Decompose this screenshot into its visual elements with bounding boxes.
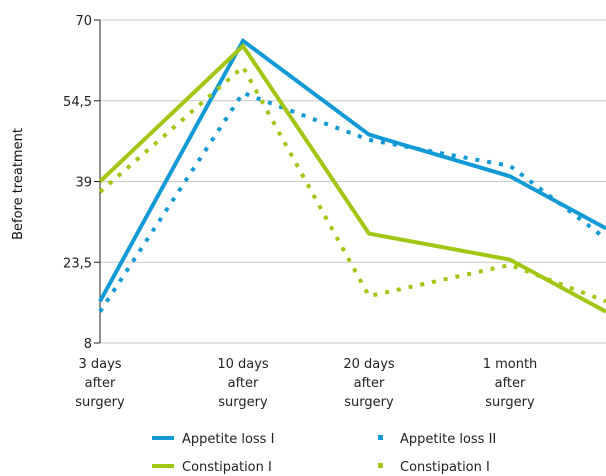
- legend-item: Constipation I: [152, 460, 272, 475]
- legend-label: Appetite loss II: [400, 432, 496, 447]
- x-tick-label: after: [495, 376, 526, 391]
- x-tick-label: surgery: [485, 395, 535, 410]
- x-axis: 3 days after surgery 10 days after surgery 20 …: [75, 357, 537, 410]
- x-tick-label: surgery: [218, 395, 268, 410]
- x-tick-label: 10 days: [217, 357, 269, 372]
- y-tick-label: 23,5: [63, 256, 92, 271]
- y-tick-label: 8: [84, 337, 92, 352]
- x-tick-label: surgery: [344, 395, 394, 410]
- x-tick-label: surgery: [75, 395, 125, 410]
- legend-item: Constipation I: [378, 460, 490, 475]
- legend-item: Appetite loss I: [152, 432, 274, 447]
- series-line-3: [98, 42, 606, 314]
- x-tick-label: 20 days: [343, 357, 395, 372]
- legend-swatch: [378, 463, 383, 468]
- y-axis-title: Before treatment: [11, 128, 26, 240]
- legend-label: Appetite loss I: [182, 432, 274, 447]
- legend-swatch: [378, 435, 383, 440]
- y-tick-label: 70: [75, 14, 92, 29]
- legend-label: Constipation I: [400, 460, 490, 475]
- x-tick-label: after: [85, 376, 116, 391]
- x-tick-label: after: [354, 376, 385, 391]
- y-tick-label: 54,5: [63, 95, 92, 110]
- x-tick-label: 3 days: [78, 357, 121, 372]
- x-tick-label: after: [228, 376, 259, 391]
- y-axis: 70 54,5 39 23,5 8: [63, 14, 101, 352]
- legend: Appetite loss I Appetite loss II Constipat…: [152, 432, 496, 475]
- series-line-2: [98, 90, 606, 313]
- y-tick-label: 39: [75, 176, 92, 191]
- series-line-1: [98, 37, 606, 303]
- series-line-4: [98, 63, 606, 304]
- legend-item: Appetite loss II: [378, 432, 496, 447]
- x-tick-label: 1 month: [483, 357, 538, 372]
- series-lines: [98, 37, 606, 314]
- legend-label: Constipation I: [182, 460, 272, 475]
